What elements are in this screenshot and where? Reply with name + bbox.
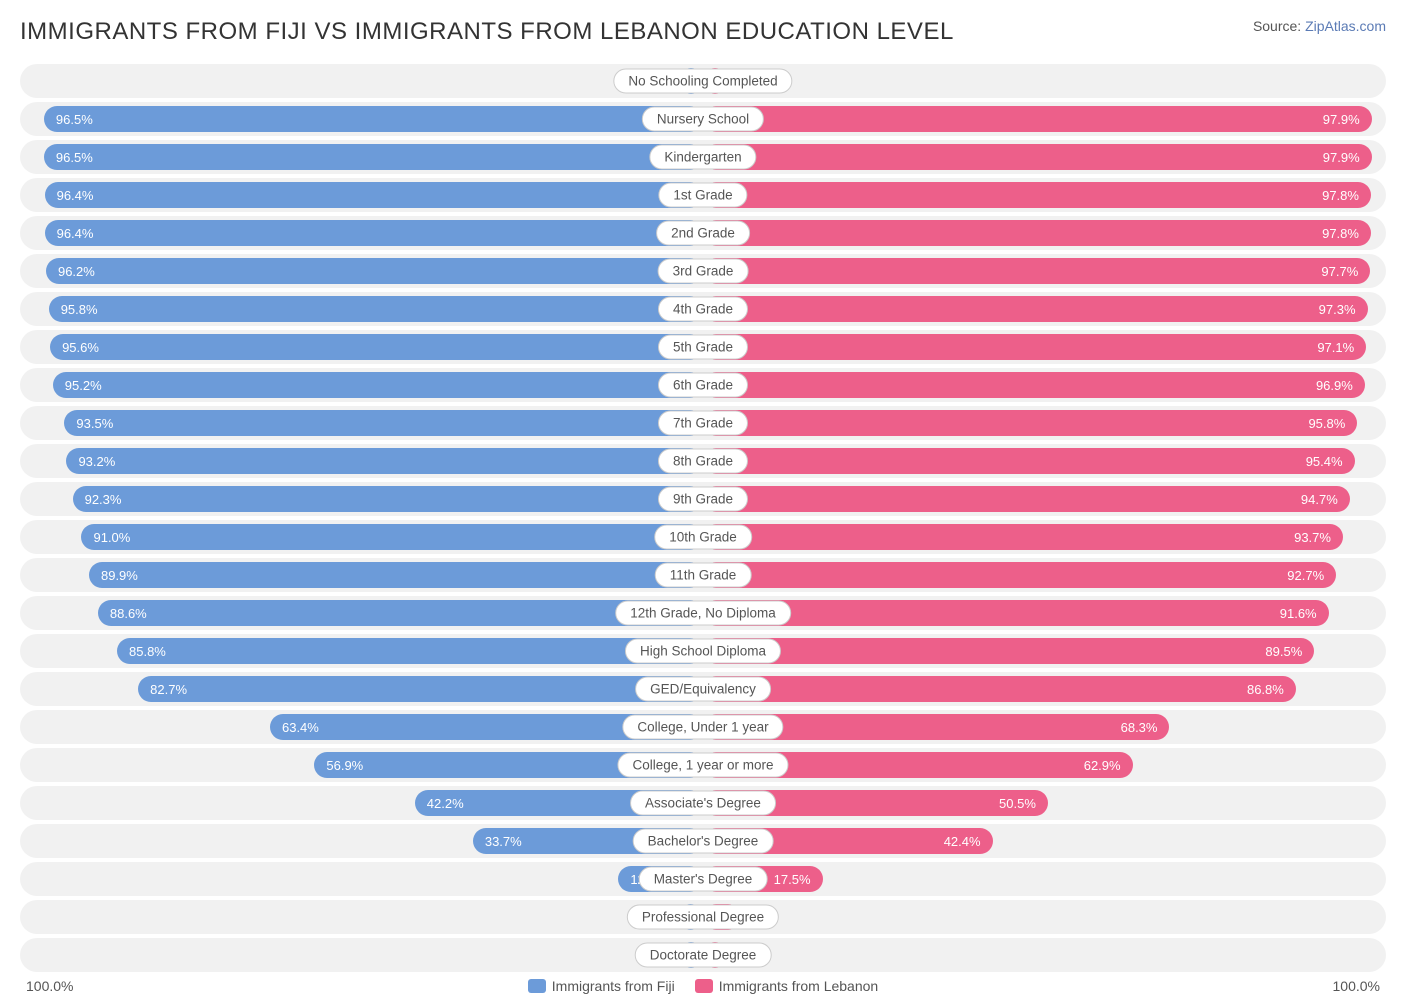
row-label: Bachelor's Degree <box>633 829 774 854</box>
row-label: 11th Grade <box>655 563 752 588</box>
chart-title: IMMIGRANTS FROM FIJI VS IMMIGRANTS FROM … <box>20 18 954 46</box>
bar-fiji: 96.5% <box>44 144 703 170</box>
bar-fiji: 92.3% <box>73 486 703 512</box>
legend-label-fiji: Immigrants from Fiji <box>552 978 675 994</box>
row-label: Doctorate Degree <box>635 943 772 968</box>
chart-row: 96.2%97.7%3rd Grade <box>20 254 1386 288</box>
bar-lebanon: 94.7% <box>703 486 1350 512</box>
chart-row: 12.4%17.5%Master's Degree <box>20 862 1386 896</box>
chart-area: 3.5%2.3%No Schooling Completed 96.5%97.9%… <box>20 64 1386 972</box>
bar-fiji: 85.8% <box>117 638 703 664</box>
bar-fiji: 93.2% <box>66 448 703 474</box>
chart-row: 91.0%93.7%10th Grade <box>20 520 1386 554</box>
bar-lebanon: 97.3% <box>703 296 1368 322</box>
bar-lebanon: 97.7% <box>703 258 1370 284</box>
chart-row: 96.4%97.8%1st Grade <box>20 178 1386 212</box>
chart-row: 96.5%97.9%Kindergarten <box>20 140 1386 174</box>
bar-lebanon: 86.8% <box>703 676 1296 702</box>
row-label: Nursery School <box>642 107 764 132</box>
row-label: 3rd Grade <box>658 259 749 284</box>
bar-lebanon: 95.4% <box>703 448 1355 474</box>
source-attribution: Source: ZipAtlas.com <box>1253 18 1386 34</box>
row-label: Kindergarten <box>649 145 756 170</box>
bar-lebanon: 97.8% <box>703 182 1371 208</box>
bar-lebanon: 97.9% <box>703 106 1372 132</box>
row-label: GED/Equivalency <box>635 677 771 702</box>
chart-row: 3.5%2.3%No Schooling Completed <box>20 64 1386 98</box>
row-label: 4th Grade <box>658 297 748 322</box>
row-label: 8th Grade <box>658 449 748 474</box>
legend-label-lebanon: Immigrants from Lebanon <box>719 978 879 994</box>
bar-lebanon: 89.5% <box>703 638 1314 664</box>
chart-row: 85.8%89.5%High School Diploma <box>20 634 1386 668</box>
row-label: 1st Grade <box>658 183 747 208</box>
row-label: 9th Grade <box>658 487 748 512</box>
chart-row: 1.6%2.2%Doctorate Degree <box>20 938 1386 972</box>
chart-row: 93.2%95.4%8th Grade <box>20 444 1386 478</box>
bar-fiji: 95.8% <box>49 296 703 322</box>
row-label: High School Diploma <box>625 639 781 664</box>
row-label: Master's Degree <box>639 867 768 892</box>
chart-row: 82.7%86.8%GED/Equivalency <box>20 672 1386 706</box>
bar-fiji: 96.5% <box>44 106 703 132</box>
chart-row: 89.9%92.7%11th Grade <box>20 558 1386 592</box>
chart-row: 96.5%97.9%Nursery School <box>20 102 1386 136</box>
legend-item-fiji: Immigrants from Fiji <box>528 978 675 994</box>
chart-row: 92.3%94.7%9th Grade <box>20 482 1386 516</box>
bar-fiji: 95.2% <box>53 372 703 398</box>
row-label: 7th Grade <box>658 411 748 436</box>
bar-lebanon: 93.7% <box>703 524 1343 550</box>
source-link[interactable]: ZipAtlas.com <box>1305 18 1386 34</box>
chart-row: 88.6%91.6%12th Grade, No Diploma <box>20 596 1386 630</box>
bar-fiji: 88.6% <box>98 600 703 626</box>
bar-lebanon: 92.7% <box>703 562 1336 588</box>
chart-row: 42.2%50.5%Associate's Degree <box>20 786 1386 820</box>
legend: Immigrants from Fiji Immigrants from Leb… <box>528 978 878 994</box>
row-label: 12th Grade, No Diploma <box>615 601 791 626</box>
row-label: 10th Grade <box>654 525 752 550</box>
bar-fiji: 95.6% <box>50 334 703 360</box>
source-prefix: Source: <box>1253 18 1305 34</box>
chart-row: 56.9%62.9%College, 1 year or more <box>20 748 1386 782</box>
row-label: College, 1 year or more <box>617 753 788 778</box>
chart-row: 93.5%95.8%7th Grade <box>20 406 1386 440</box>
row-label: College, Under 1 year <box>622 715 783 740</box>
legend-item-lebanon: Immigrants from Lebanon <box>695 978 879 994</box>
bar-fiji: 96.2% <box>46 258 703 284</box>
left-axis-label: 100.0% <box>26 978 73 994</box>
chart-row: 3.7%5.5%Professional Degree <box>20 900 1386 934</box>
chart-row: 33.7%42.4%Bachelor's Degree <box>20 824 1386 858</box>
bar-lebanon: 91.6% <box>703 600 1329 626</box>
bar-lebanon: 96.9% <box>703 372 1365 398</box>
right-axis-label: 100.0% <box>1333 978 1380 994</box>
chart-row: 63.4%68.3%College, Under 1 year <box>20 710 1386 744</box>
row-label: 2nd Grade <box>656 221 750 246</box>
bar-fiji: 89.9% <box>89 562 703 588</box>
chart-row: 95.6%97.1%5th Grade <box>20 330 1386 364</box>
bar-lebanon: 97.8% <box>703 220 1371 246</box>
row-label: Professional Degree <box>627 905 779 930</box>
chart-row: 95.2%96.9%6th Grade <box>20 368 1386 402</box>
row-label: No Schooling Completed <box>613 69 792 94</box>
chart-row: 96.4%97.8%2nd Grade <box>20 216 1386 250</box>
row-label: Associate's Degree <box>630 791 776 816</box>
bar-fiji: 96.4% <box>45 220 703 246</box>
bar-lebanon: 97.1% <box>703 334 1366 360</box>
axis-row: 100.0% Immigrants from Fiji Immigrants f… <box>20 978 1386 994</box>
header: IMMIGRANTS FROM FIJI VS IMMIGRANTS FROM … <box>20 18 1386 46</box>
bar-fiji: 82.7% <box>138 676 703 702</box>
chart-row: 95.8%97.3%4th Grade <box>20 292 1386 326</box>
bar-fiji: 91.0% <box>81 524 703 550</box>
chart-container: IMMIGRANTS FROM FIJI VS IMMIGRANTS FROM … <box>0 0 1406 975</box>
bar-fiji: 96.4% <box>45 182 703 208</box>
bar-fiji: 93.5% <box>64 410 703 436</box>
bar-lebanon: 97.9% <box>703 144 1372 170</box>
legend-swatch-lebanon <box>695 979 713 993</box>
bar-lebanon: 95.8% <box>703 410 1357 436</box>
row-label: 5th Grade <box>658 335 748 360</box>
legend-swatch-fiji <box>528 979 546 993</box>
row-label: 6th Grade <box>658 373 748 398</box>
